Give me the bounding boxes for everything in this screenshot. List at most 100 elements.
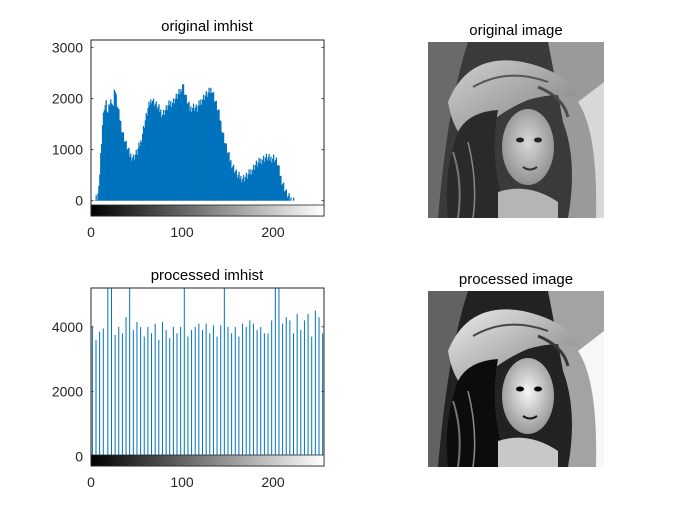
y-tick-label: 1000: [52, 142, 83, 158]
hist-bar: [111, 103, 113, 201]
hist-bar: [125, 140, 127, 201]
hist-bar: [161, 114, 164, 201]
hist-bar: [145, 112, 147, 201]
hist-bar: [255, 160, 257, 201]
hist-bar: [147, 107, 149, 201]
hist-bar: [138, 142, 140, 201]
hist-bar: [271, 162, 273, 201]
hist-bar: [224, 143, 227, 201]
hist-bar: [99, 174, 101, 201]
hist-bar: [170, 101, 172, 201]
hist-bar: [174, 98, 176, 201]
hist-bar: [280, 175, 282, 201]
y-tick-label: 0: [75, 448, 83, 464]
hist-bar: [136, 154, 138, 201]
hist-bar: [277, 165, 279, 201]
hist-bar: [153, 106, 156, 201]
y-tick-label: 4000: [52, 319, 83, 335]
hist-bar: [244, 177, 247, 201]
original-image-title: original image: [469, 22, 562, 39]
hist-bar: [130, 153, 132, 201]
hist-bar: [257, 162, 259, 201]
original-histogram-title: original imhist: [161, 18, 254, 35]
hist-bar: [132, 154, 135, 201]
y-tick-label: 2000: [52, 384, 83, 400]
hist-bar: [129, 156, 131, 201]
hist-bar: [146, 115, 148, 201]
hist-bar: [192, 103, 195, 201]
hist-bar: [98, 185, 100, 201]
hist-bar: [194, 107, 197, 201]
hist-bar: [293, 197, 295, 201]
hist-bar: [149, 105, 151, 201]
hist-bar: [154, 103, 156, 201]
hist-bar: [148, 101, 150, 201]
hist-bar: [253, 169, 256, 201]
hist-bar: [169, 105, 171, 201]
hist-bar: [283, 191, 286, 201]
hist-bar: [198, 100, 200, 201]
hist-bar: [152, 98, 155, 201]
hist-bar: [133, 159, 136, 201]
hist-bar: [263, 155, 265, 201]
hist-bar: [268, 153, 270, 201]
hist-bar: [94, 200, 96, 201]
hist-bar: [167, 105, 169, 201]
hist-bar: [243, 174, 245, 201]
x-tick-label: 200: [261, 474, 285, 490]
hist-bar: [173, 103, 176, 201]
hist-bar: [274, 159, 277, 201]
hist-bar: [246, 178, 248, 201]
hist-bar: [206, 96, 208, 201]
hist-bar: [160, 109, 162, 201]
hist-bar: [275, 157, 278, 201]
hist-bar: [279, 175, 281, 201]
hist-bar: [158, 104, 160, 201]
hist-bar: [135, 149, 137, 201]
hist-bar: [288, 193, 290, 201]
hist-bar: [168, 100, 170, 201]
hist-bar: [256, 166, 258, 201]
hist-bar: [150, 99, 152, 201]
hist-bar: [162, 109, 165, 201]
hist-bar: [284, 190, 287, 201]
original-image-panel: original image: [428, 22, 604, 218]
processed-histogram-bars: [91, 288, 324, 455]
hist-bar: [212, 92, 215, 201]
hist-bar: [253, 164, 255, 201]
hist-bar: [270, 156, 272, 201]
hist-bar: [204, 95, 207, 201]
hist-bar: [233, 173, 236, 201]
hist-bar: [231, 168, 233, 201]
original-histogram-colorbar: [90, 204, 325, 217]
hist-bar: [111, 104, 114, 201]
hist-bar: [221, 131, 223, 201]
hist-bar: [190, 106, 192, 201]
hist-bar: [259, 163, 261, 201]
y-tick-label: 3000: [52, 40, 83, 56]
hist-bar: [272, 158, 274, 201]
hist-bar: [161, 117, 163, 201]
hist-bar: [165, 105, 167, 201]
hist-bar: [166, 110, 168, 201]
hist-bar: [226, 153, 228, 201]
hist-bar: [180, 89, 182, 201]
hist-bar: [119, 120, 121, 201]
hist-bar: [115, 94, 117, 201]
hist-bar: [128, 147, 130, 201]
hist-bar: [278, 165, 280, 201]
hist-bar: [254, 164, 257, 201]
hist-bar: [263, 161, 266, 201]
hist-bar: [97, 193, 99, 201]
hist-bar: [126, 149, 128, 201]
x-tick-label: 200: [261, 224, 285, 240]
hist-bar: [143, 127, 146, 201]
hist-bar: [134, 154, 136, 201]
hist-bar: [265, 153, 268, 201]
hist-bar: [137, 148, 139, 201]
hist-bar: [193, 110, 196, 201]
hist-bar: [182, 84, 185, 201]
hist-bar: [228, 152, 230, 201]
hist-bar: [108, 104, 110, 201]
